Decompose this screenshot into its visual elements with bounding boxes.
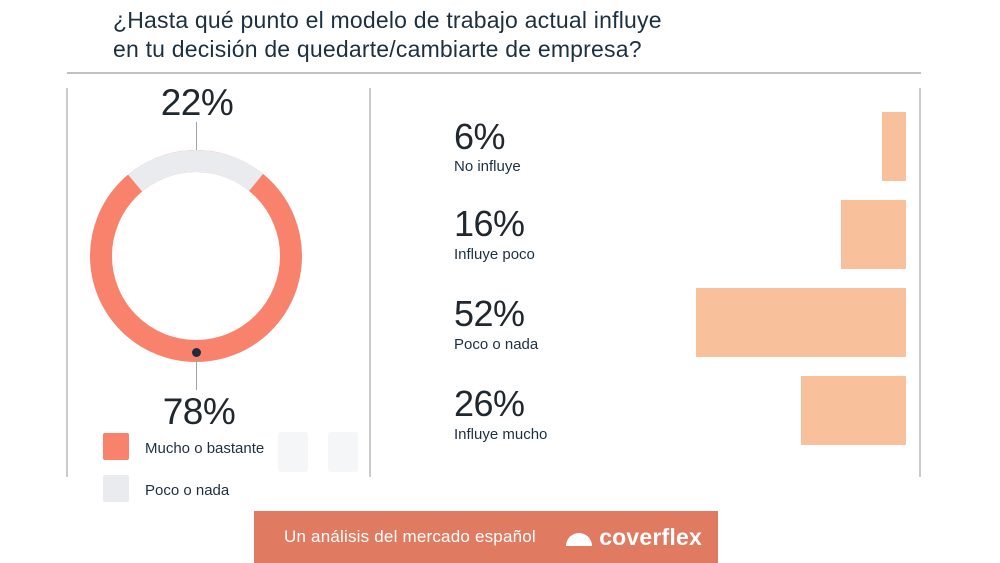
leader-line-bottom <box>196 358 197 390</box>
influence-bar <box>801 376 906 445</box>
influence-bar <box>841 200 906 269</box>
legend-swatch-mucho <box>103 433 129 460</box>
donut-main-arc <box>90 150 302 362</box>
divider-horizontal <box>67 72 921 74</box>
footer-text: Un análisis del mercado español <box>284 527 536 546</box>
donut-callout-top: 22% <box>160 82 234 123</box>
donut-grey-arc <box>90 150 302 362</box>
stat-value: 6% <box>454 116 506 157</box>
stat-value: 26% <box>454 383 525 424</box>
divider-vertical-left <box>66 88 68 477</box>
divider-vertical-right <box>919 88 921 477</box>
faint-background-box <box>328 432 358 472</box>
stat-label: Influye mucho <box>454 426 548 443</box>
coverflex-logo: coverflex <box>566 524 702 551</box>
stat-value: 52% <box>454 293 525 334</box>
donut-chart <box>90 150 302 362</box>
stat-value: 16% <box>454 203 525 244</box>
leader-dot-bottom <box>192 348 201 357</box>
legend-swatch-poco <box>103 475 129 502</box>
donut-callout-bottom: 78% <box>162 391 236 432</box>
brand-name: coverflex <box>599 523 702 550</box>
influence-bar <box>882 112 906 181</box>
legend-label-mucho: Mucho o bastante <box>145 440 265 457</box>
leader-line-top <box>196 122 197 154</box>
footer-banner: Un análisis del mercado español coverfle… <box>254 511 718 563</box>
stat-label: Poco o nada <box>454 336 539 353</box>
chart-title: ¿Hasta qué punto el modelo de trabajo ac… <box>113 7 662 62</box>
legend-label-poco: Poco o nada <box>145 482 230 499</box>
coverflex-dome-icon <box>566 532 593 546</box>
stat-label: No influye <box>454 158 521 175</box>
faint-background-box <box>278 432 308 472</box>
influence-bar <box>696 288 906 357</box>
divider-vertical-middle <box>369 88 371 477</box>
stat-label: Influye poco <box>454 246 535 263</box>
